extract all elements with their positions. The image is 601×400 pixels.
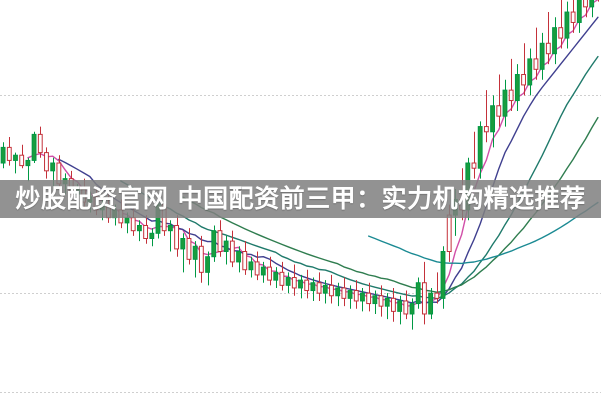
candle bbox=[174, 215, 180, 257]
candle bbox=[19, 144, 25, 169]
candle bbox=[397, 295, 403, 325]
candle bbox=[508, 58, 514, 111]
candle bbox=[279, 261, 285, 291]
candle bbox=[186, 228, 192, 265]
candle bbox=[211, 225, 217, 262]
candle bbox=[335, 282, 341, 307]
candle bbox=[217, 220, 223, 257]
candle bbox=[273, 267, 279, 288]
candle bbox=[149, 228, 155, 247]
candle bbox=[31, 131, 37, 164]
candle bbox=[471, 131, 477, 179]
candle bbox=[291, 264, 297, 296]
candle bbox=[570, 0, 576, 33]
candle bbox=[254, 251, 260, 281]
candle bbox=[564, 1, 570, 49]
ma-line-ma5 bbox=[27, 0, 599, 307]
candle bbox=[372, 290, 378, 314]
candle bbox=[167, 220, 173, 252]
ma-line-ma10 bbox=[58, 16, 599, 304]
candle bbox=[37, 126, 43, 158]
candle bbox=[322, 280, 328, 304]
candle bbox=[316, 272, 322, 301]
candle bbox=[143, 215, 149, 244]
candle bbox=[403, 290, 409, 320]
ma-lines bbox=[27, 0, 599, 307]
ma-line-ma60 bbox=[368, 201, 599, 265]
candle bbox=[310, 277, 316, 301]
candle bbox=[267, 256, 272, 286]
candle bbox=[440, 246, 446, 309]
candle bbox=[496, 74, 502, 127]
candle bbox=[353, 280, 359, 309]
candle bbox=[378, 285, 384, 317]
ma-line-ma20 bbox=[120, 55, 599, 300]
candle bbox=[490, 95, 495, 148]
candle bbox=[514, 64, 520, 111]
candle bbox=[421, 261, 427, 325]
candle bbox=[477, 121, 483, 179]
candle bbox=[347, 285, 353, 309]
candle bbox=[539, 32, 545, 80]
promo-text: 炒股配资官网 中国配资前三甲：实力机构精选推荐 bbox=[15, 184, 586, 213]
candle bbox=[285, 272, 291, 294]
candle bbox=[0, 142, 6, 169]
candle bbox=[44, 147, 49, 179]
candle bbox=[341, 277, 347, 307]
candle bbox=[533, 27, 539, 80]
candles bbox=[0, 0, 599, 330]
candle bbox=[248, 256, 254, 278]
candle bbox=[521, 43, 526, 96]
candle bbox=[13, 152, 18, 174]
candle bbox=[260, 261, 266, 283]
candle bbox=[360, 287, 365, 312]
gridlines bbox=[0, 95, 601, 393]
candle bbox=[428, 287, 434, 320]
candle bbox=[198, 235, 204, 283]
candle bbox=[415, 277, 421, 309]
candle bbox=[6, 136, 12, 166]
candle bbox=[527, 48, 533, 96]
candle bbox=[223, 235, 229, 265]
candle bbox=[558, 0, 564, 49]
candle bbox=[409, 298, 415, 330]
candle bbox=[236, 246, 241, 273]
candle bbox=[552, 17, 557, 65]
candle bbox=[136, 220, 142, 242]
candle bbox=[329, 274, 334, 304]
candle bbox=[583, 0, 588, 18]
candle bbox=[384, 293, 390, 320]
candle bbox=[434, 272, 440, 304]
ma-line-ma30 bbox=[182, 116, 599, 293]
candle bbox=[483, 90, 489, 143]
candle bbox=[589, 0, 595, 18]
candle bbox=[242, 241, 248, 275]
candle bbox=[576, 0, 582, 33]
candle bbox=[229, 230, 235, 268]
candle bbox=[304, 269, 310, 299]
candle bbox=[25, 157, 31, 182]
candle bbox=[180, 233, 186, 273]
candle bbox=[366, 282, 372, 312]
candle bbox=[298, 274, 303, 299]
candle bbox=[391, 287, 396, 322]
candle bbox=[545, 12, 551, 65]
candle bbox=[192, 241, 198, 278]
candle bbox=[205, 251, 210, 286]
candle bbox=[502, 79, 508, 127]
promo-text-banner: 炒股配资官网 中国配资前三甲：实力机构精选推荐 bbox=[0, 180, 601, 218]
